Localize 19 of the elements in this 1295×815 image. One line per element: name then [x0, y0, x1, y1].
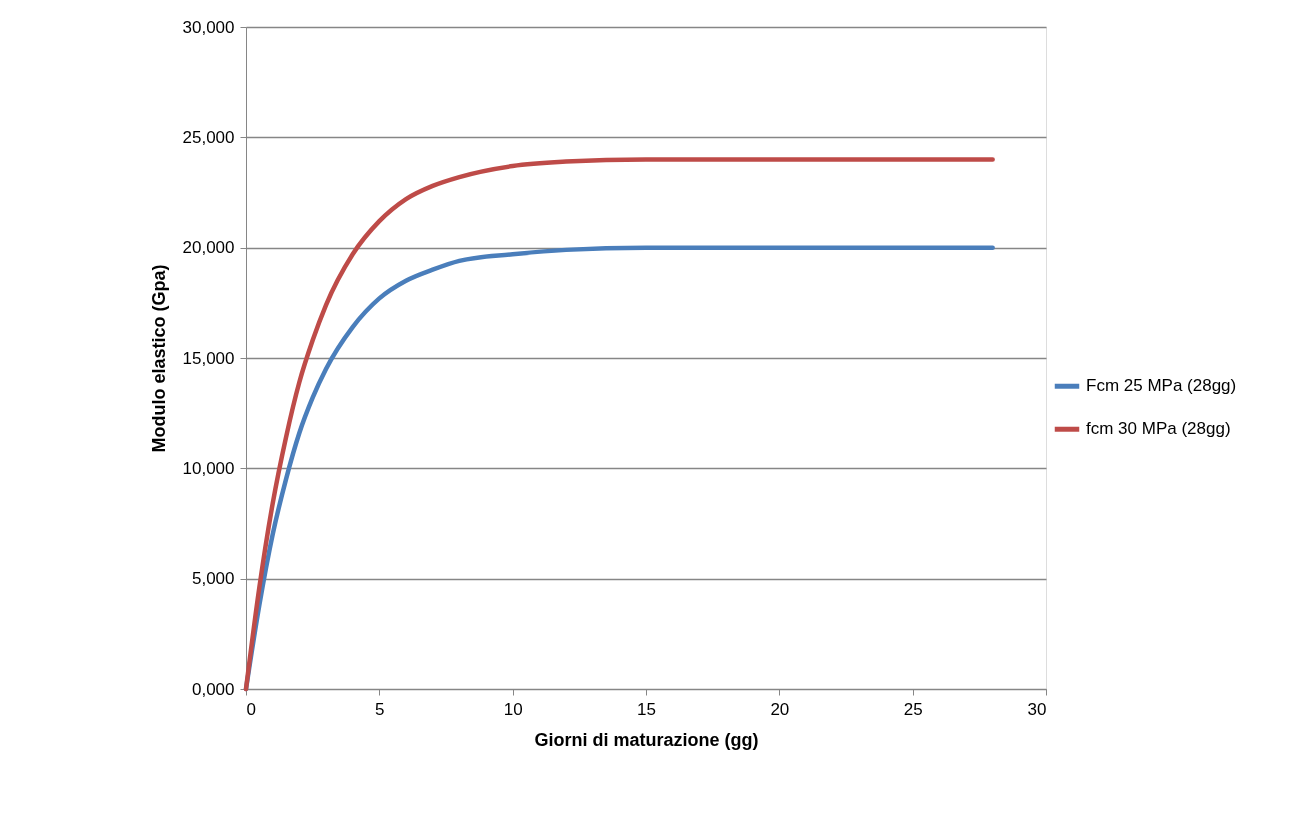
y-axis-title: Modulo elastico (Gpa) — [148, 264, 169, 453]
legend-label: fcm 30 MPa (28gg) — [1086, 419, 1231, 439]
x-tick-label: 10 — [503, 699, 523, 719]
x-tick-label: 15 — [637, 699, 656, 719]
y-tick-label: 5,000 — [191, 569, 235, 589]
y-tick-label: 0,000 — [191, 679, 235, 699]
x-tick-label: 0 — [246, 699, 256, 719]
y-tick-label: 30,000 — [182, 17, 235, 37]
line-series — [243, 157, 995, 692]
x-tick-label: 5 — [375, 699, 385, 719]
y-tick-label: 10,000 — [182, 458, 235, 478]
y-tick-label: 15,000 — [182, 348, 235, 368]
y-tick-label: 25,000 — [182, 127, 235, 147]
x-tick-label: 20 — [770, 699, 790, 719]
y-tick-label: 20,000 — [182, 238, 235, 258]
x-tick-label: 25 — [903, 699, 923, 719]
x-axis-title: Giorni di maturazione (gg) — [534, 729, 759, 750]
x-tick-label: 30 — [1027, 699, 1047, 719]
legend-label: Fcm 25 MPa (28gg) — [1086, 376, 1237, 396]
